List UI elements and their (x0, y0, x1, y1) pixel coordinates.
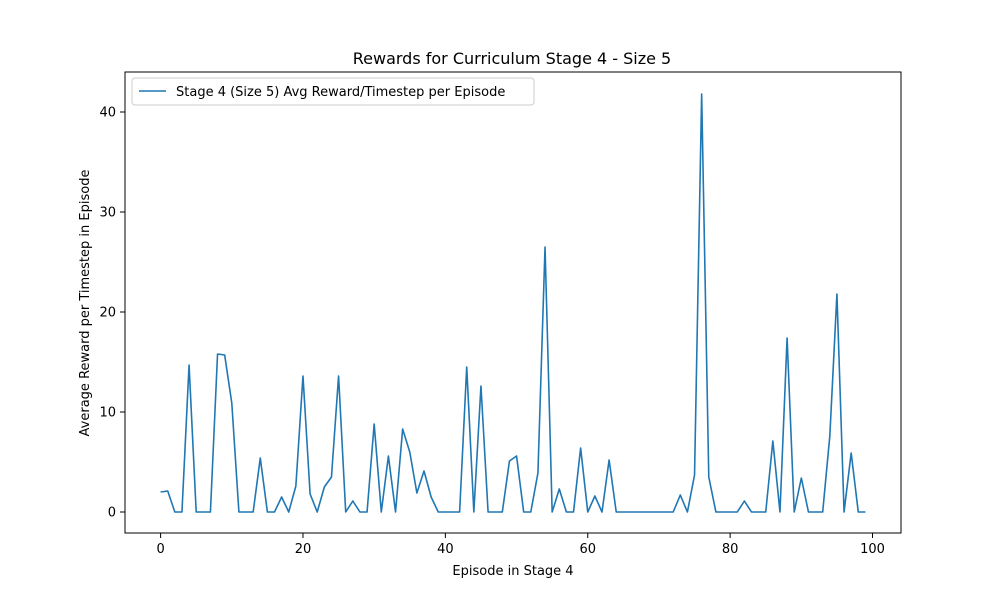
y-tick-label: 30 (99, 206, 116, 221)
axes-frame (124, 71, 902, 534)
x-tick-label: 40 (437, 542, 454, 557)
x-tick-label: 60 (579, 542, 596, 557)
series-line (160, 93, 866, 513)
x-axis-label: Episode in Stage 4 (452, 564, 573, 579)
y-tick-label: 20 (99, 306, 116, 321)
y-axis: 0 10 20 30 40 (99, 106, 125, 521)
y-axis-label: Average Reward per Timestep in Episode (78, 170, 93, 437)
x-axis: 0 20 40 60 80 100 (156, 533, 885, 557)
x-tick-label: 100 (860, 542, 885, 557)
y-tick-label: 10 (99, 406, 116, 421)
legend-box (131, 77, 535, 106)
y-tick-label: 0 (108, 506, 116, 521)
x-tick-label: 0 (156, 542, 164, 557)
legend-label: Stage 4 (Size 5) Avg Reward/Timestep per… (176, 85, 505, 100)
x-tick-label: 80 (722, 542, 739, 557)
legend: Stage 4 (Size 5) Avg Reward/Timestep per… (131, 77, 535, 106)
plot-area (124, 71, 902, 534)
x-tick-label: 20 (295, 542, 312, 557)
y-tick-label: 40 (99, 106, 116, 121)
chart-title: Rewards for Curriculum Stage 4 - Size 5 (353, 49, 671, 68)
